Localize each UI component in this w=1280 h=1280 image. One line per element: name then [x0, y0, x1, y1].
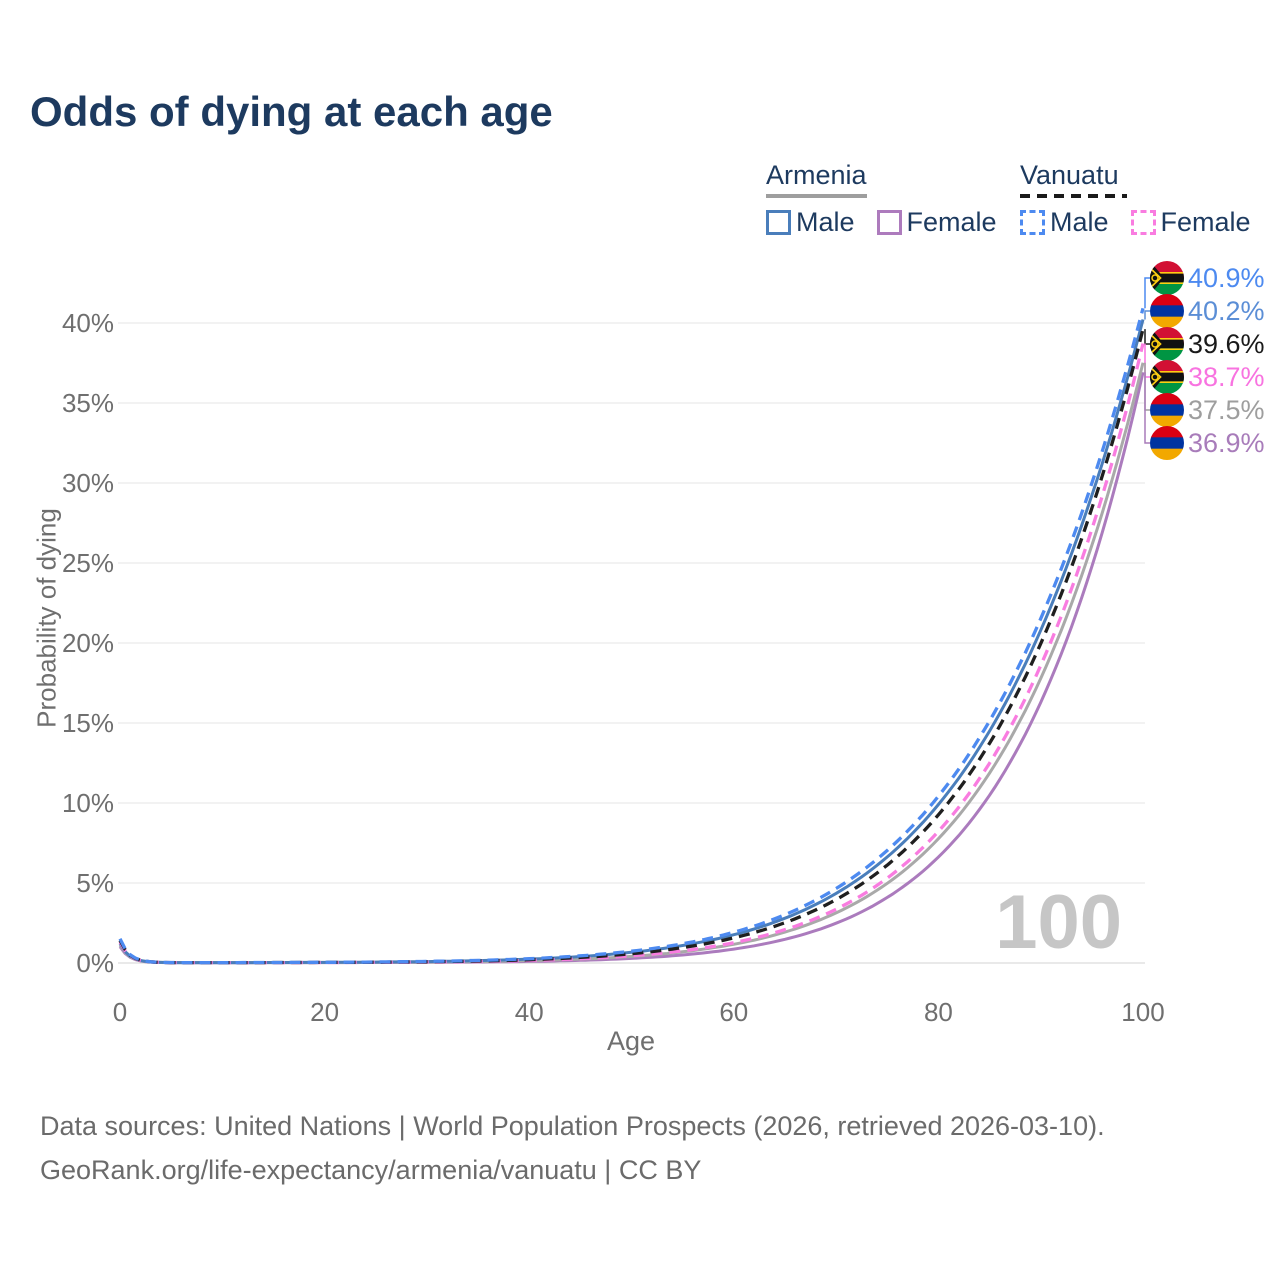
flag-triangle [1150, 261, 1164, 295]
flag-fimbriation [1150, 371, 1184, 373]
x-axis-title: Age [606, 1026, 656, 1056]
end-value-label: 39.6% [1188, 329, 1265, 359]
flag-stripe [1150, 316, 1184, 328]
flag-fimbriation [1150, 272, 1184, 274]
flag-stripe [1150, 305, 1184, 318]
flag-stripe [1150, 404, 1184, 417]
y-tick-label: 0% [76, 948, 114, 978]
flag-band [1150, 372, 1184, 382]
flag-art [1150, 294, 1184, 328]
age-watermark: 100 [995, 880, 1122, 965]
label-connector [1144, 372, 1150, 444]
label-connector [1144, 277, 1150, 309]
data-sources-line: Data sources: United Nations | World Pop… [40, 1111, 1105, 1141]
flag-art [1150, 360, 1184, 394]
flag-chevron [1150, 265, 1162, 291]
series-line-armenia-all [118, 362, 1145, 965]
series-line-vanuatu-female [118, 343, 1145, 965]
license-line: GeoRank.org/life-expectancy/armenia/vanu… [40, 1155, 702, 1185]
flag-art [1150, 393, 1184, 427]
flag-icon-armenia [1150, 294, 1184, 328]
flag-fimbriation [1150, 381, 1184, 383]
label-connector [1144, 329, 1150, 345]
y-tick-label: 10% [62, 788, 114, 818]
flag-tusk-emblem [1151, 340, 1159, 348]
x-tick-label: 40 [515, 997, 544, 1027]
flag-stripe [1150, 448, 1184, 460]
source-attribution: Data sources: United Nations | World Pop… [40, 1104, 1105, 1192]
flag-stripe [1150, 426, 1184, 438]
label-connector [1144, 310, 1150, 320]
flag-stripe [1150, 393, 1184, 405]
flag-icon-vanuatu [1150, 327, 1184, 361]
flag-chevron [1150, 331, 1162, 357]
series-line-armenia-male [118, 319, 1145, 965]
flag-triangle [1150, 360, 1164, 394]
flag-art [1150, 261, 1184, 295]
y-tick-label: 15% [62, 708, 114, 738]
flag-stripe [1150, 437, 1184, 450]
flag-icon-vanuatu [1150, 261, 1184, 295]
y-tick-label: 25% [62, 548, 114, 578]
end-value-label: 37.5% [1188, 395, 1265, 425]
y-tick-label: 40% [62, 308, 114, 338]
y-axis-title: Probability of dying [31, 508, 62, 728]
x-tick-label: 60 [719, 997, 748, 1027]
flag-band [1150, 273, 1184, 283]
flag-fimbriation [1150, 338, 1184, 340]
x-tick-label: 100 [1121, 997, 1164, 1027]
page-title: Odds of dying at each age [30, 88, 553, 135]
end-value-label: 40.9% [1188, 263, 1265, 293]
y-tick-label: 35% [62, 388, 114, 418]
flag-chevron [1150, 364, 1162, 390]
flag-icon-armenia [1150, 426, 1184, 460]
flag-band [1150, 339, 1184, 349]
x-tick-label: 20 [310, 997, 339, 1027]
series-line-vanuatu-male [118, 307, 1145, 965]
series-line-vanuatu-all [118, 328, 1145, 965]
x-tick-label: 0 [113, 997, 127, 1027]
flag-stripe [1150, 415, 1184, 427]
flag-icon-vanuatu [1150, 360, 1184, 394]
y-tick-label: 20% [62, 628, 114, 658]
end-value-label: 36.9% [1188, 428, 1265, 458]
flag-tusk-emblem [1151, 373, 1159, 381]
flag-art [1150, 327, 1184, 361]
flag-fimbriation [1150, 348, 1184, 350]
flag-stripe [1150, 294, 1184, 306]
end-value-label: 38.7% [1188, 362, 1265, 392]
end-value-label: 40.2% [1188, 296, 1265, 326]
x-tick-label: 80 [924, 997, 953, 1027]
flag-tusk-emblem [1151, 274, 1159, 282]
y-tick-label: 30% [62, 468, 114, 498]
flag-triangle [1150, 327, 1164, 361]
y-tick-label: 5% [76, 868, 114, 898]
flag-art [1150, 426, 1184, 460]
flag-fimbriation [1150, 282, 1184, 284]
flag-icon-armenia [1150, 393, 1184, 427]
series-line-armenia-female [118, 371, 1145, 965]
